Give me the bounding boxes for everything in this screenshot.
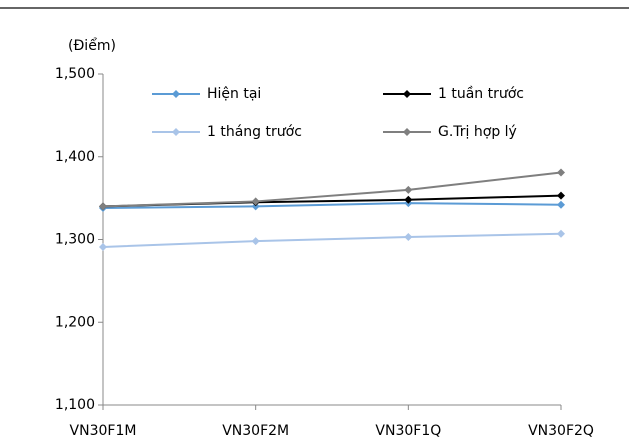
legend-marker (172, 128, 180, 136)
y-tick-label: 1,200 (55, 314, 95, 330)
marker (404, 233, 413, 242)
x-tick-label: VN30F1Q (375, 423, 441, 439)
marker (557, 200, 565, 209)
legend-marker (403, 90, 411, 98)
x-tick-label: VN30F2Q (528, 423, 594, 439)
x-tick-label: VN30F1M (70, 423, 137, 439)
series-line (102, 202, 562, 210)
y-tick-label: 1,100 (55, 397, 95, 413)
legend-label: Hiện tại (207, 86, 261, 102)
y-tick-label: 1,500 (55, 66, 95, 82)
x-tick-label: VN30F2M (222, 423, 289, 439)
marker (404, 185, 413, 194)
marker (557, 229, 565, 238)
legend-label: G.Trị hợp lý (438, 124, 517, 140)
series-line (102, 171, 562, 208)
marker (99, 242, 107, 251)
marker (251, 202, 260, 211)
legend-label: 1 tuần trước (438, 86, 524, 102)
series-line (102, 232, 562, 248)
legend-marker (172, 90, 180, 98)
marker (404, 195, 413, 204)
marker (557, 168, 565, 177)
marker (99, 202, 107, 211)
y-axis-label: (Điểm) (68, 37, 116, 54)
y-tick-label: 1,300 (55, 232, 95, 248)
legend-marker (403, 128, 411, 136)
marker (251, 237, 260, 246)
marker (251, 197, 260, 206)
marker (557, 191, 565, 200)
legend-label: 1 tháng trước (207, 124, 302, 140)
y-tick-label: 1,400 (55, 149, 95, 165)
